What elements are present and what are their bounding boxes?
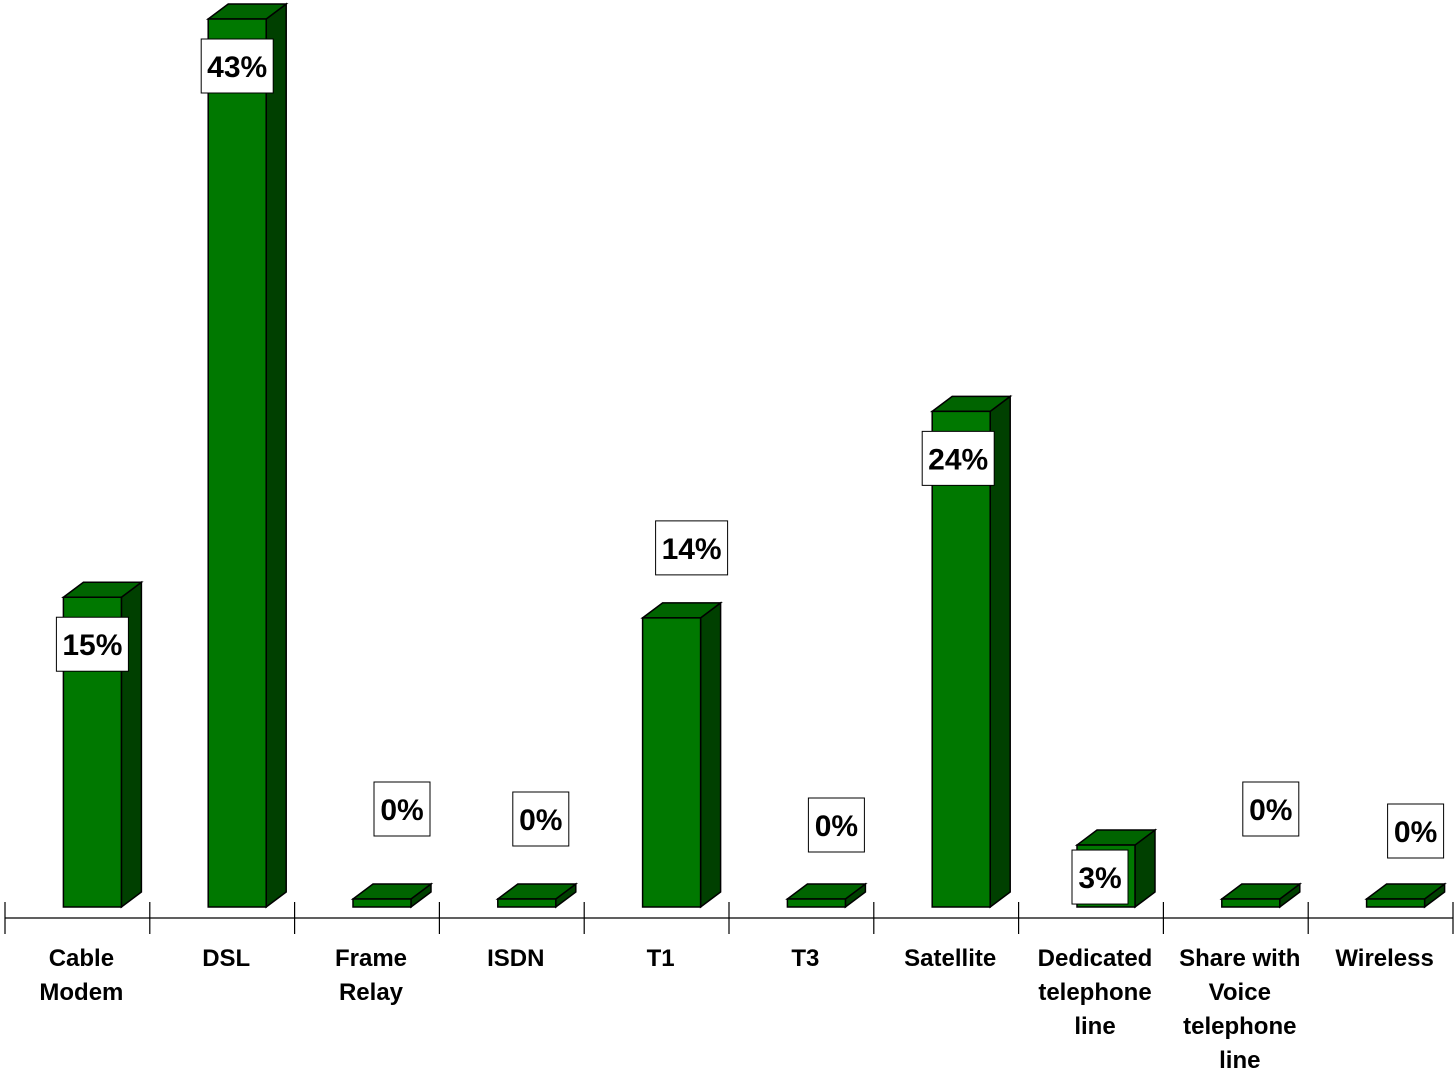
value-label-box bbox=[1387, 803, 1445, 859]
category-label-line: T3 bbox=[791, 945, 819, 972]
category-label-line: telephone bbox=[1183, 1013, 1296, 1040]
value-label: 15% bbox=[55, 616, 129, 672]
category-label-line: Cable bbox=[49, 945, 114, 972]
value-label-text: 0% bbox=[380, 794, 423, 827]
value-label-box bbox=[200, 38, 274, 94]
category-label: ISDN bbox=[487, 945, 544, 972]
category-label: Satellite bbox=[904, 945, 996, 972]
category-label-line: line bbox=[1219, 1047, 1260, 1071]
value-label-box bbox=[1242, 781, 1300, 837]
category-label-line: Dedicated bbox=[1038, 945, 1153, 972]
value-label-box bbox=[807, 797, 865, 853]
category-label: DSL bbox=[202, 945, 250, 972]
category-label-line: Frame bbox=[335, 945, 407, 972]
category-label: Dedicated telephone line bbox=[1038, 945, 1153, 1040]
category-label-line: T1 bbox=[647, 945, 675, 972]
value-label-box bbox=[921, 430, 995, 486]
bar-front-flat bbox=[1365, 898, 1426, 908]
category-label-line: Share with bbox=[1179, 945, 1300, 972]
bar bbox=[785, 882, 868, 909]
value-label: 43% bbox=[200, 38, 274, 94]
value-label-box bbox=[373, 781, 431, 837]
bar-front-flat bbox=[1221, 898, 1281, 908]
value-label: 3% bbox=[1071, 849, 1129, 905]
category-label: T3 bbox=[791, 945, 819, 972]
bar-side bbox=[265, 2, 287, 909]
value-label-text: 43% bbox=[207, 51, 267, 84]
category-label-line: Relay bbox=[339, 979, 404, 1006]
bar bbox=[1219, 882, 1303, 909]
bar-front-flat bbox=[786, 898, 847, 908]
category-label: Cable Modem bbox=[39, 945, 123, 1006]
value-label: 0% bbox=[1242, 781, 1300, 837]
bar-side bbox=[699, 601, 722, 909]
category-label-line: Wireless bbox=[1335, 945, 1434, 972]
value-label-text: 24% bbox=[928, 443, 988, 476]
category-label-line: Voice bbox=[1209, 979, 1271, 1006]
value-label-text: 0% bbox=[519, 804, 562, 837]
value-label-text: 0% bbox=[815, 810, 858, 843]
category-label-line: line bbox=[1074, 1013, 1115, 1040]
bar-front bbox=[931, 410, 991, 908]
value-label: 24% bbox=[921, 430, 995, 486]
bar-front-flat bbox=[497, 898, 557, 908]
category-label: T1 bbox=[647, 945, 675, 972]
category-label: Wireless bbox=[1335, 945, 1434, 972]
bar bbox=[205, 2, 289, 909]
value-label-text: 15% bbox=[62, 629, 122, 662]
bars-layer bbox=[61, 2, 1447, 909]
x-axis bbox=[4, 902, 1454, 934]
bar-front-flat bbox=[352, 898, 412, 908]
value-label: 0% bbox=[373, 781, 431, 837]
category-label-line: DSL bbox=[202, 945, 250, 972]
value-label: 14% bbox=[655, 520, 729, 576]
bar-front bbox=[207, 18, 267, 908]
bar-front bbox=[641, 617, 702, 908]
value-label-text: 3% bbox=[1078, 862, 1121, 895]
category-label-line: ISDN bbox=[487, 945, 544, 972]
value-label: 0% bbox=[807, 797, 865, 853]
value-label: 0% bbox=[512, 791, 570, 847]
value-labels: 15% 43% 0% 0% 14% 0% 24% 3% 0% 0% bbox=[55, 38, 1445, 905]
value-label-text: 0% bbox=[1249, 794, 1292, 827]
category-label: Frame Relay bbox=[335, 945, 407, 1006]
bar bbox=[350, 882, 434, 909]
value-label-box bbox=[655, 520, 729, 576]
value-label: 0% bbox=[1387, 803, 1445, 859]
category-label-line: Modem bbox=[39, 979, 123, 1006]
category-label-line: Satellite bbox=[904, 945, 996, 972]
value-label-box bbox=[1071, 849, 1129, 905]
bar bbox=[640, 601, 723, 909]
category-label-line: telephone bbox=[1038, 979, 1151, 1006]
value-label-text: 14% bbox=[662, 533, 722, 566]
bar bbox=[929, 394, 1013, 909]
category-label: Share with Voice telephone line bbox=[1179, 945, 1300, 1071]
value-label-text: 0% bbox=[1394, 816, 1437, 849]
value-label-box bbox=[55, 616, 129, 672]
bar bbox=[495, 882, 579, 909]
value-label-box bbox=[512, 791, 570, 847]
category-labels: Cable Modem DSL Frame Relay ISDN T1 T3 Satellite… bbox=[39, 945, 1433, 1071]
bar bbox=[1364, 882, 1447, 909]
